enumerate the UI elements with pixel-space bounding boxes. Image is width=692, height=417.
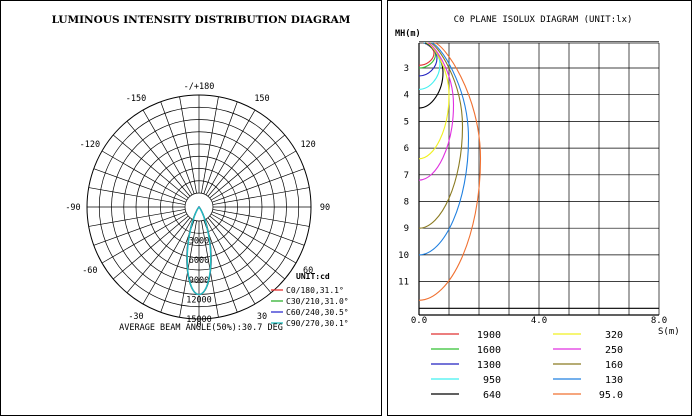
polar-spoke <box>112 215 189 280</box>
polar-spoke <box>126 120 191 197</box>
isolux-x-tick: 8.0 <box>651 316 667 326</box>
polar-angle-label: 150 <box>254 94 269 104</box>
polar-spoke <box>126 217 191 294</box>
isolux-contour <box>418 42 455 181</box>
polar-legend-label: C0/180,31.1° <box>286 286 344 295</box>
isolux-y-tick: 7 <box>404 171 409 181</box>
polar-spoke <box>160 101 195 194</box>
polar-angle-label: -150 <box>126 94 146 104</box>
isolux-legend-value: 320 <box>605 330 623 341</box>
isolux-contour <box>418 42 464 229</box>
isolux-legend-value: 160 <box>605 360 623 371</box>
isolux-legend-value: 640 <box>483 390 501 401</box>
isolux-grid <box>418 40 660 316</box>
isolux-y-tick: 8 <box>404 198 409 208</box>
isolux-diagram: C0 PLANE ISOLUX DIAGRAM (UNIT:lx) MH(m) … <box>395 15 680 401</box>
isolux-y-tick: 4 <box>404 91 409 101</box>
polar-spoke <box>209 215 286 280</box>
polar-angle-label: 120 <box>300 140 315 150</box>
polar-radial-label: 9000 <box>189 276 209 286</box>
polar-angle-label: 90 <box>320 203 330 213</box>
polar-legend: C0/180,31.1° C30/210,31.0° C60/240,30.5° C9… <box>271 286 349 328</box>
polar-spoke <box>209 134 286 199</box>
polar-spoke <box>212 187 310 205</box>
isolux-panel: C0 PLANE ISOLUX DIAGRAM (UNIT:lx) MH(m) … <box>387 0 692 416</box>
isolux-legend-value: 1600 <box>477 345 501 356</box>
polar-legend-label: C30/210,31.0° <box>286 297 349 306</box>
polar-spoke <box>210 150 297 201</box>
isolux-contour <box>418 42 482 301</box>
polar-radial-labels: 3000 6000 9000 12000 15000 <box>186 237 212 325</box>
polar-spoke <box>212 211 305 246</box>
isolux-contour <box>418 42 441 90</box>
isolux-legend-value: 950 <box>483 375 501 386</box>
polar-spoke <box>205 218 256 305</box>
polar-angle-labels: -/+180 -150 150 -120 120 -90 90 -60 60 -30 30 0 <box>65 82 330 330</box>
polar-radial-label: 12000 <box>186 295 212 305</box>
isolux-contour <box>418 42 470 256</box>
polar-spoke <box>203 101 238 194</box>
isolux-contours <box>418 42 482 301</box>
polar-spoke <box>212 209 310 227</box>
isolux-y-ticks: 3 4 5 6 7 8 9 10 11 <box>398 64 409 288</box>
polar-angle-label: -30 <box>128 312 143 322</box>
isolux-y-tick: 10 <box>398 251 409 261</box>
polar-spoke <box>212 168 305 203</box>
polar-angle-label: -/+180 <box>184 82 215 92</box>
polar-spoke <box>207 120 272 197</box>
isolux-title: C0 PLANE ISOLUX DIAGRAM (UNIT:lx) <box>454 15 633 25</box>
polar-spoke <box>142 218 193 305</box>
polar-grid <box>86 94 312 320</box>
isolux-y-tick: 11 <box>398 278 409 288</box>
polar-angle-label: 60 <box>303 266 313 276</box>
polar-title: LUMINOUS INTENSITY DISTRIBUTION DIAGRAM <box>52 14 351 26</box>
polar-radial-label: 15000 <box>186 315 212 325</box>
polar-spoke <box>101 150 188 201</box>
isolux-y-tick: 5 <box>404 117 409 127</box>
polar-radial-label: 6000 <box>189 256 209 266</box>
isolux-legend-value: 95.0 <box>599 390 623 401</box>
polar-spoke <box>88 187 186 205</box>
isolux-y-tick: 9 <box>404 224 409 234</box>
polar-legend-label: C90/270,30.1° <box>286 319 349 328</box>
polar-spoke <box>201 96 219 194</box>
polar-spoke <box>93 211 186 246</box>
isolux-legend-value: 1900 <box>477 330 501 341</box>
isolux-x-axis-label: S(m) <box>658 327 680 337</box>
isolux-legend-value: 1300 <box>477 360 501 371</box>
polar-spoke <box>205 109 256 196</box>
polar-spoke <box>112 134 189 199</box>
isolux-y-tick: 3 <box>404 64 409 74</box>
polar-spoke <box>179 96 197 194</box>
isolux-legend: 1900 320 1600 250 1300 160 950 130 640 95.0 <box>431 330 623 401</box>
polar-unit: UNIT:cd <box>296 272 330 281</box>
polar-spoke <box>210 213 297 264</box>
polar-spoke <box>142 109 193 196</box>
polar-angle-label: -120 <box>80 140 100 150</box>
isolux-y-tick: 6 <box>404 144 409 154</box>
polar-radial-label: 3000 <box>189 237 209 247</box>
polar-legend-label: C60/240,30.5° <box>286 308 349 317</box>
polar-angle-label: 30 <box>257 312 267 322</box>
isolux-legend-value: 130 <box>605 375 623 386</box>
beam-angle-note: AVERAGE BEAM ANGLE(50%):30.7 DEG <box>119 323 283 333</box>
isolux-legend-value: 250 <box>605 345 623 356</box>
isolux-x-ticks: 0.0 4.0 8.0 <box>411 316 667 326</box>
polar-spoke <box>88 209 186 227</box>
polar-spoke <box>207 217 272 294</box>
polar-angle-label: 0 <box>196 320 201 330</box>
isolux-x-tick: 0.0 <box>411 316 427 326</box>
polar-curve <box>186 206 212 296</box>
polar-diagram: LUMINOUS INTENSITY DISTRIBUTION DIAGRAM … <box>52 14 351 333</box>
polar-spoke <box>101 213 188 264</box>
polar-angle-label: -90 <box>65 203 80 213</box>
isolux-contour <box>418 42 450 160</box>
isolux-contour <box>418 42 444 109</box>
intensity-distribution-panel: LUMINOUS INTENSITY DISTRIBUTION DIAGRAM … <box>0 0 382 416</box>
polar-curves <box>186 206 212 296</box>
isolux-y-axis-label: MH(m) <box>395 29 421 39</box>
isolux-x-tick: 4.0 <box>531 316 547 326</box>
polar-angle-label: -60 <box>82 266 97 276</box>
polar-spoke <box>93 168 186 203</box>
